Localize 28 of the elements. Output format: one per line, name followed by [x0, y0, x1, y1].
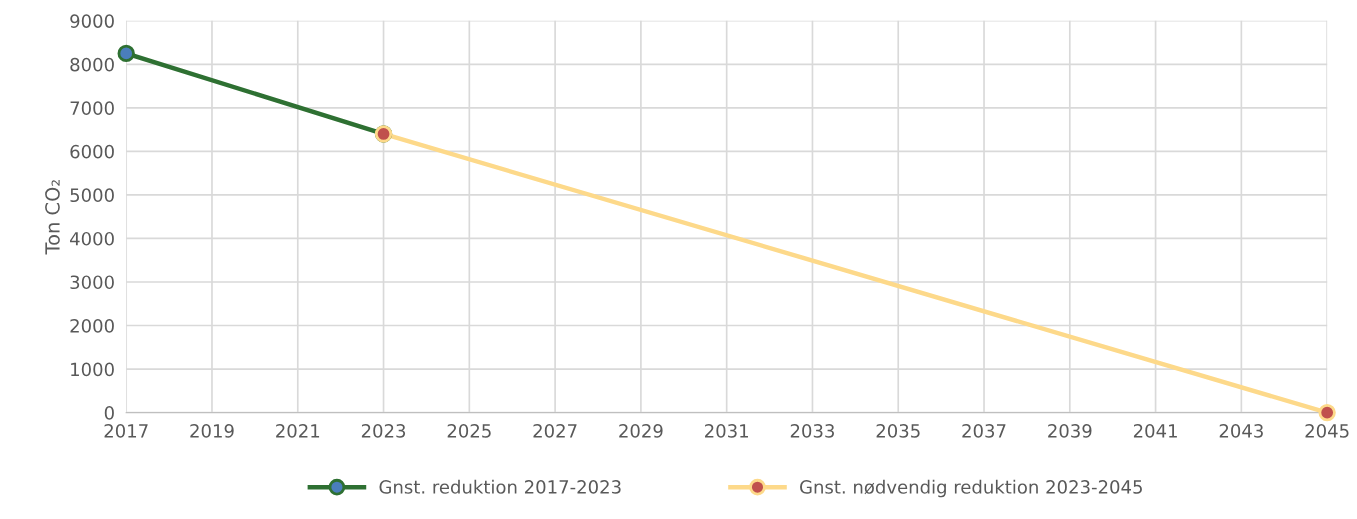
x-tick-label: 2033 — [790, 424, 834, 438]
x-tick-label: 2031 — [705, 424, 748, 438]
x-tick-label: 2045 — [1305, 424, 1349, 438]
x-tick-label: 2017 — [104, 424, 148, 438]
x-tick-label: 2023 — [361, 424, 406, 438]
y-tick-label: 0 — [104, 406, 114, 420]
x-tick-label: 2019 — [190, 424, 234, 438]
x-tick-label: 2037 — [962, 424, 1006, 438]
y-tick-label: 3000 — [70, 275, 114, 290]
x-tick-label: 2035 — [876, 424, 920, 438]
y-tick-label: 6000 — [70, 144, 114, 159]
y-tick-label: 2000 — [70, 318, 114, 333]
x-tick-label: 2025 — [447, 424, 491, 438]
x-tick-label: 2029 — [619, 424, 663, 438]
y-tick-label: 8000 — [70, 57, 114, 72]
y-tick-label: 7000 — [70, 101, 114, 115]
y-tick-label: 9000 — [70, 14, 114, 28]
legend-label: Gnst. reduktion 2017-2023 — [379, 479, 621, 494]
x-tick-label: 2027 — [533, 424, 577, 438]
y-tick-label: 5000 — [70, 188, 114, 203]
x-tick-label: 2041 — [1133, 424, 1177, 438]
x-tick-label: 2039 — [1048, 424, 1092, 438]
y-tick-label: 4000 — [70, 231, 114, 246]
x-tick-label: 2021 — [276, 424, 320, 438]
y-tick-label: 1000 — [71, 362, 114, 377]
x-tick-label: 2043 — [1219, 424, 1263, 438]
legend-label: Gnst. nødvendig reduktion 2023-2045 — [800, 479, 1142, 498]
y-axis-title: Ton CO₂ — [45, 180, 60, 255]
